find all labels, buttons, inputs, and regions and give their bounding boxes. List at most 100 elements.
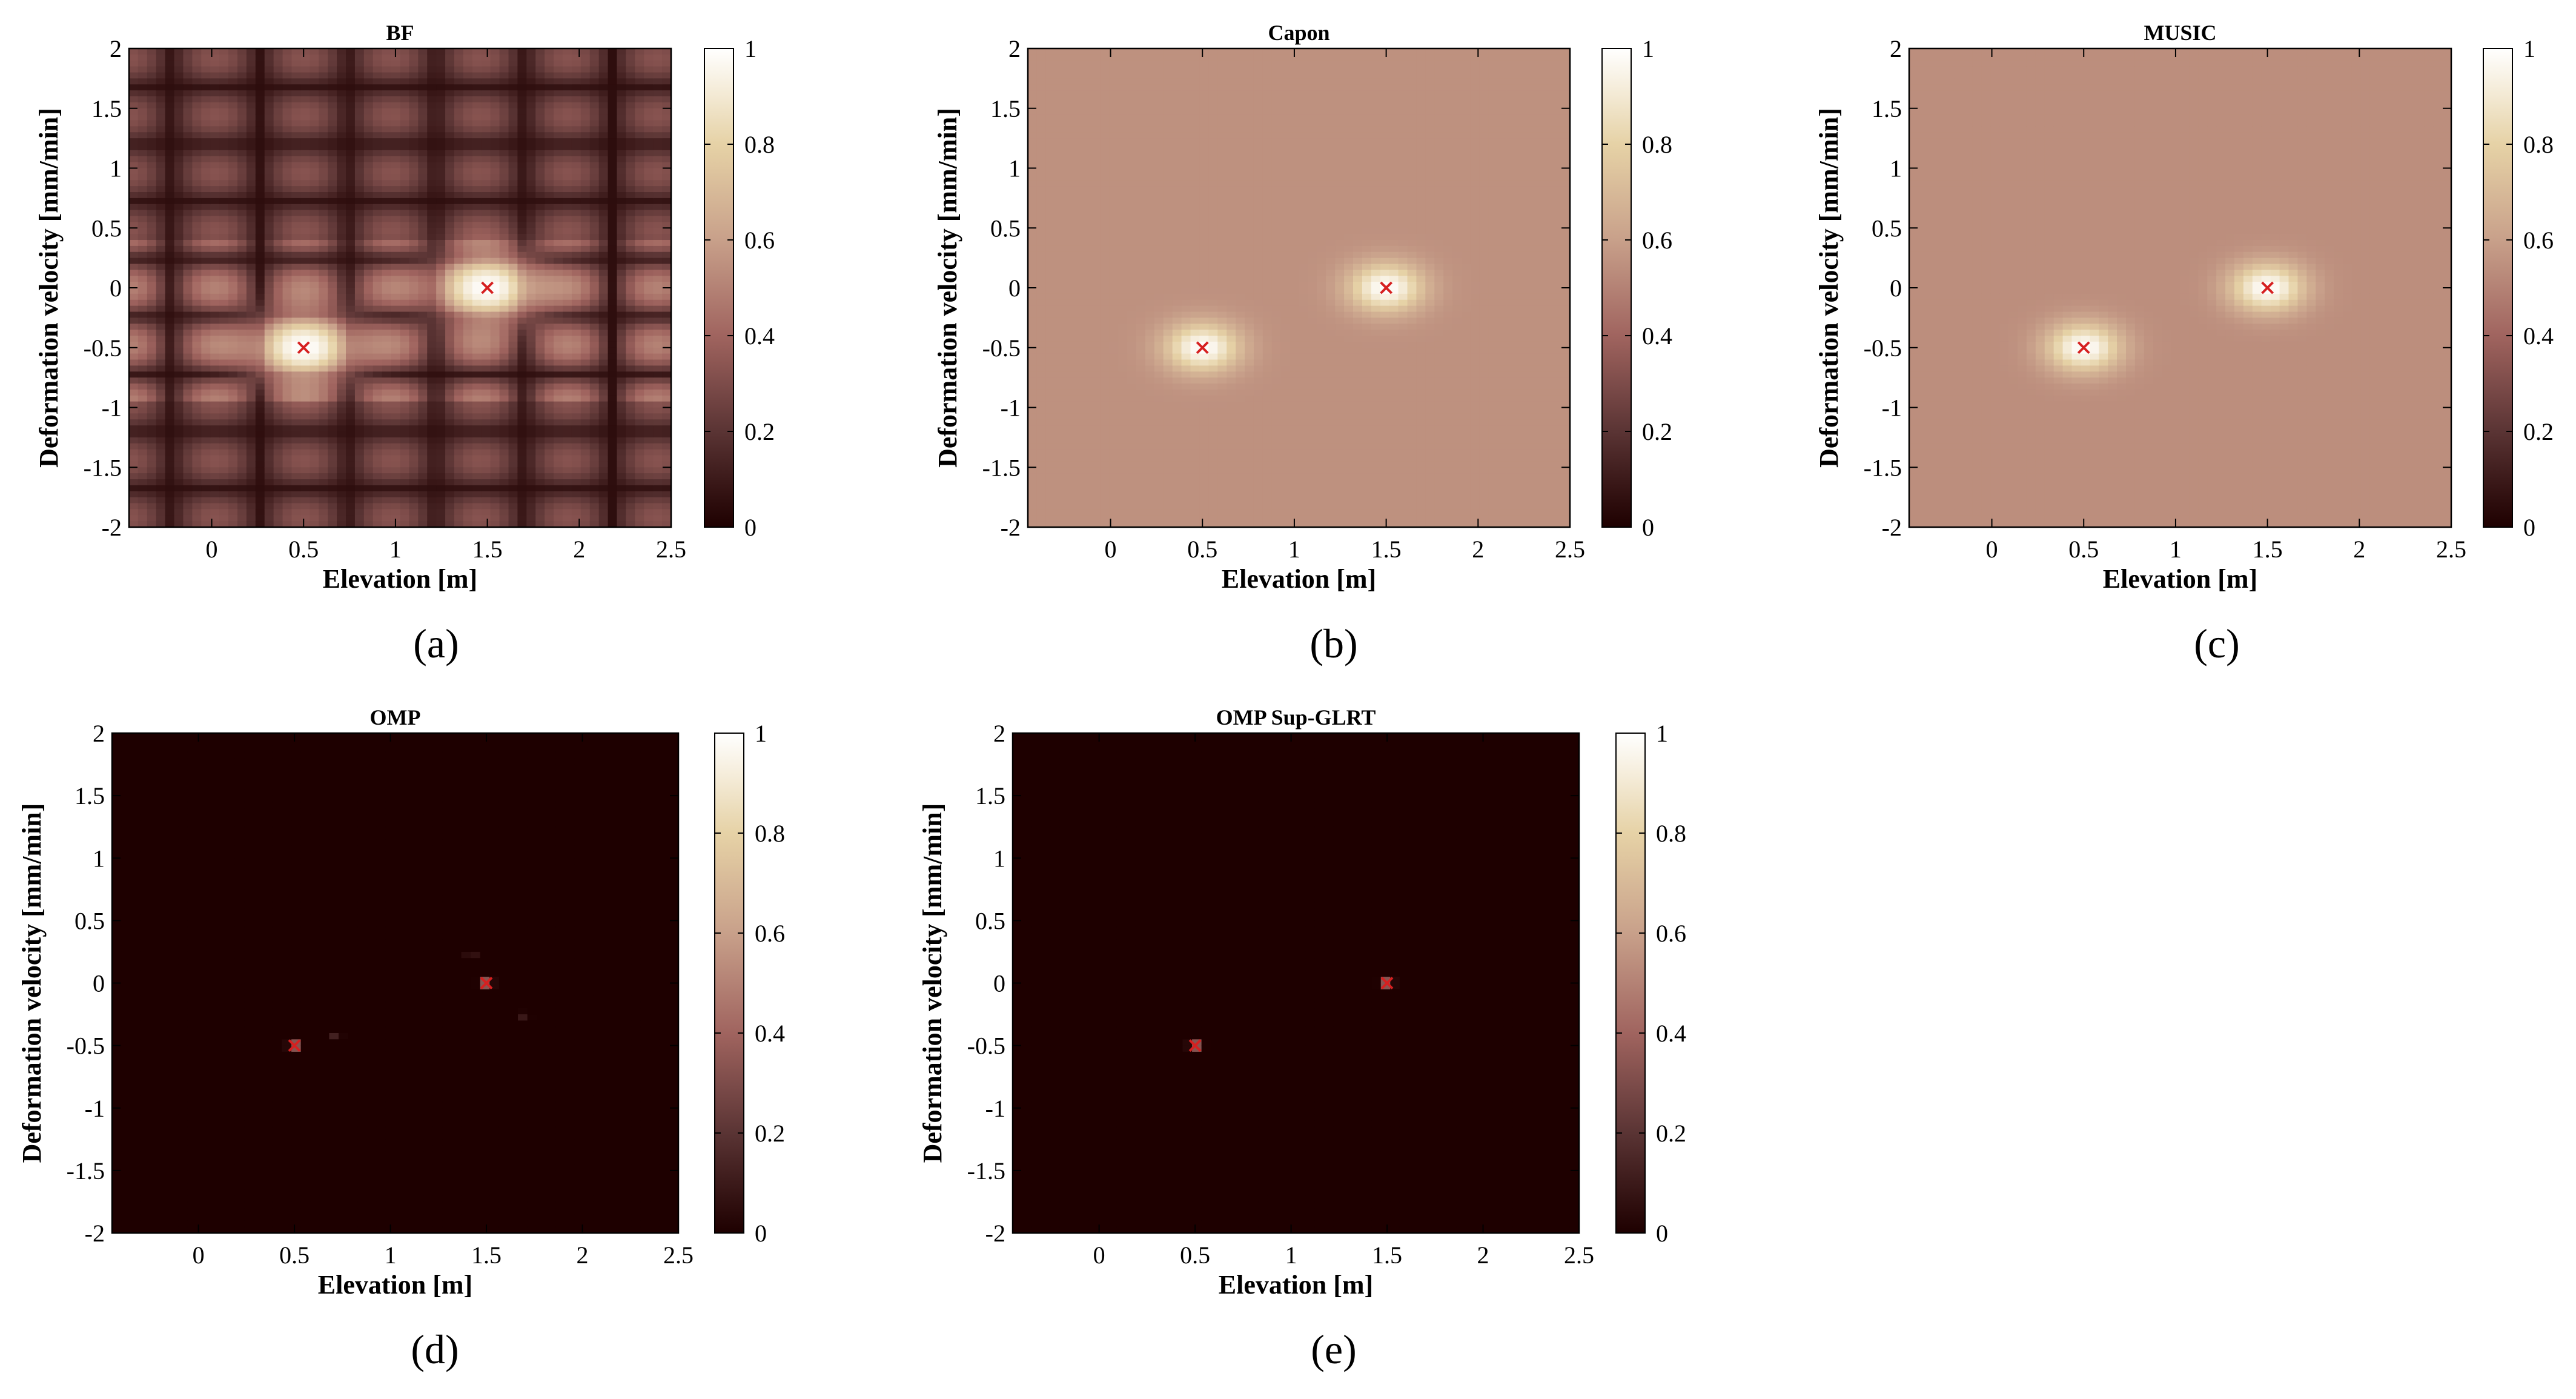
heatmap-cell — [626, 162, 635, 168]
heatmap-cell — [526, 78, 536, 84]
heatmap-cell — [192, 312, 202, 318]
heatmap-cell — [192, 473, 202, 479]
heatmap-cell — [138, 479, 148, 485]
heatmap-cell — [274, 497, 283, 503]
heatmap-cell — [409, 198, 419, 204]
heatmap-cell — [319, 390, 328, 396]
heatmap-cell — [626, 132, 635, 138]
heatmap-cell — [400, 132, 410, 138]
heatmap-cell — [599, 132, 609, 138]
heatmap-cell — [635, 497, 644, 503]
heatmap-cell — [219, 437, 229, 444]
heatmap-cell — [554, 348, 563, 354]
heatmap-cell — [373, 431, 383, 437]
heatmap-cell — [617, 450, 627, 456]
heatmap-cell — [563, 78, 572, 84]
heatmap-cell — [292, 354, 302, 360]
heatmap-cell — [346, 228, 356, 234]
heatmap-cell — [418, 354, 428, 360]
heatmap-cell — [138, 408, 148, 414]
heatmap-cell — [454, 61, 464, 67]
heatmap-cell — [427, 365, 437, 371]
heatmap-cell — [201, 348, 211, 354]
heatmap-cell — [617, 180, 627, 186]
heatmap-cell — [581, 402, 591, 408]
heatmap-cell — [156, 162, 166, 168]
heatmap-cell — [599, 121, 609, 127]
heatmap-cell — [653, 240, 663, 246]
heatmap-cell — [454, 156, 464, 162]
heatmap-cell — [535, 312, 545, 318]
heatmap-cell — [418, 437, 428, 444]
heatmap-cell — [337, 360, 346, 366]
heatmap-cell — [237, 78, 247, 84]
heatmap-cell — [418, 138, 428, 144]
heatmap-cell — [210, 348, 220, 354]
heatmap-cell — [463, 450, 473, 456]
heatmap-cell — [300, 240, 310, 246]
heatmap-cell — [346, 246, 356, 252]
heatmap-cell — [517, 336, 527, 342]
heatmap-cell — [201, 276, 211, 282]
heatmap-cell — [545, 252, 554, 258]
heatmap-cell — [581, 252, 591, 258]
heatmap-cell — [599, 377, 609, 384]
heatmap-cell — [355, 276, 365, 282]
heatmap-cell — [572, 258, 581, 264]
heatmap-cell — [463, 198, 473, 204]
heatmap-cell — [256, 444, 265, 450]
heatmap-cell — [608, 365, 618, 371]
heatmap-cell — [337, 342, 346, 348]
heatmap-cell — [391, 108, 401, 115]
heatmap-cell — [165, 246, 175, 252]
heatmap-cell — [165, 55, 175, 61]
heatmap-cell — [608, 144, 618, 150]
heatmap-cell — [463, 348, 473, 354]
heatmap-cell — [572, 384, 581, 390]
heatmap-cell — [526, 413, 536, 419]
heatmap-cell — [292, 467, 302, 473]
heatmap-cell — [491, 240, 500, 246]
heatmap-cell — [346, 312, 356, 318]
heatmap-cell — [247, 84, 256, 90]
heatmap-cell — [237, 276, 247, 282]
heatmap-cell — [572, 371, 581, 377]
heatmap-cell — [210, 162, 220, 168]
heatmap-cell — [626, 336, 635, 342]
heatmap-cell — [626, 138, 635, 144]
heatmap-cell — [147, 467, 157, 473]
heatmap-cell — [554, 67, 563, 73]
heatmap-cell — [509, 456, 518, 462]
heatmap-cell — [256, 479, 265, 485]
heatmap-cell — [400, 121, 410, 127]
heatmap-cell — [572, 402, 581, 408]
heatmap-cell — [174, 396, 184, 402]
heatmap-cell — [300, 437, 310, 444]
heatmap-cell — [608, 78, 618, 84]
heatmap-cell — [337, 317, 346, 324]
heatmap-cell — [427, 473, 437, 479]
heatmap-cell — [608, 509, 618, 515]
heatmap-cell — [337, 390, 346, 396]
heatmap-cell — [337, 258, 346, 264]
heatmap-cell — [617, 216, 627, 222]
heatmap-cell — [265, 174, 274, 180]
heatmap-cell — [192, 425, 202, 431]
heatmap-cell — [491, 90, 500, 96]
heatmap-cell — [156, 288, 166, 294]
heatmap-cell — [463, 84, 473, 90]
heatmap-cell — [454, 84, 464, 90]
heatmap-cell — [156, 264, 166, 270]
heatmap-cell — [626, 156, 635, 162]
heatmap-cell — [581, 371, 591, 377]
heatmap-cell — [328, 491, 337, 497]
heatmap-cell — [500, 413, 509, 419]
heatmap-cell — [400, 162, 410, 168]
heatmap-cell — [174, 348, 184, 354]
heatmap-cell — [174, 252, 184, 258]
heatmap-cell — [247, 300, 256, 306]
heatmap-cell — [418, 180, 428, 186]
heatmap-cell — [219, 138, 229, 144]
heatmap-cell — [391, 96, 401, 102]
heatmap-cell — [554, 306, 563, 312]
